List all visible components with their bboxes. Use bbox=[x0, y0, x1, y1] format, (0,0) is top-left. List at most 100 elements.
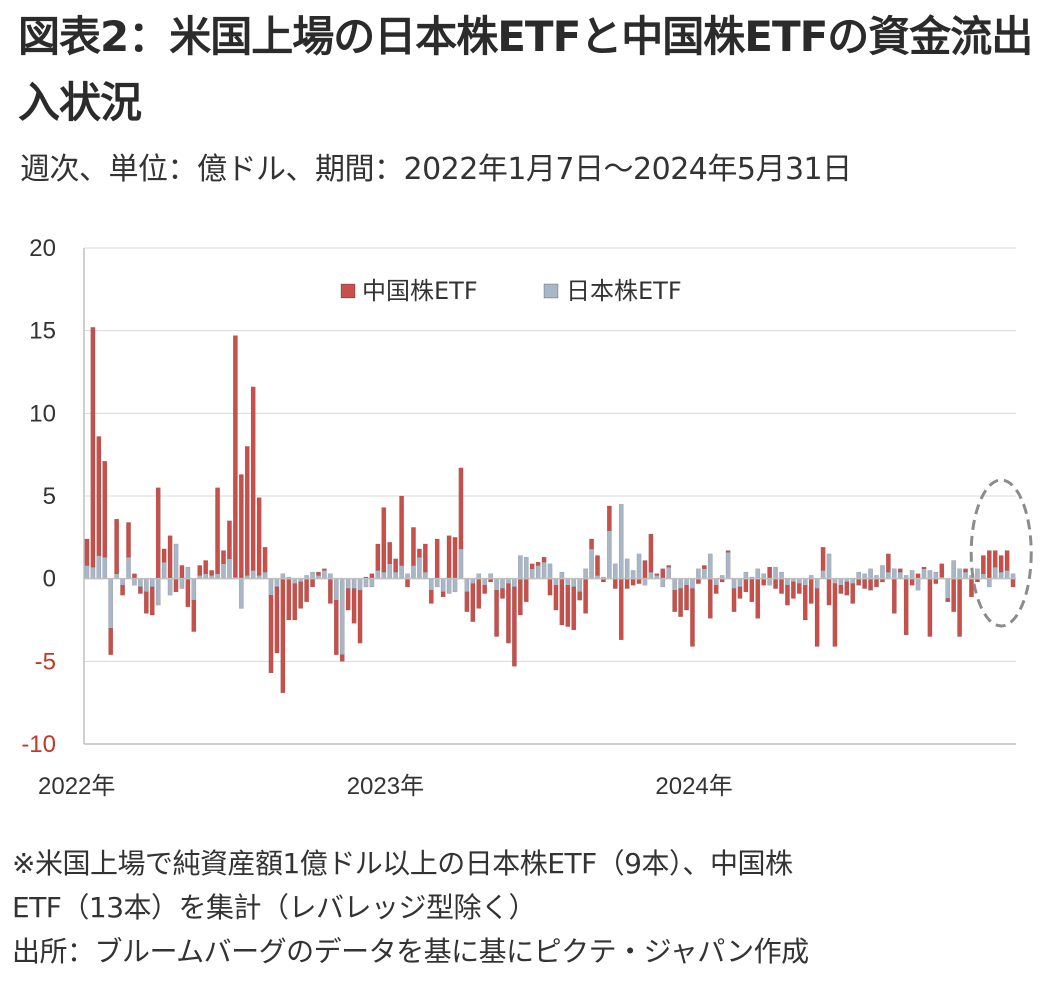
japan-bar bbox=[428, 578, 434, 591]
japan-bar bbox=[684, 578, 689, 586]
china-bar bbox=[583, 578, 588, 614]
china-bar bbox=[417, 548, 422, 558]
china-bar bbox=[393, 558, 398, 573]
japan-bar bbox=[565, 578, 571, 586]
china-bar bbox=[874, 578, 879, 588]
japan-bar bbox=[268, 578, 274, 596]
japan-bar bbox=[702, 568, 707, 579]
japan-bar bbox=[517, 555, 523, 579]
china-bar bbox=[280, 578, 286, 693]
china-bar bbox=[292, 583, 298, 621]
china-bar bbox=[446, 535, 452, 579]
japan-bar bbox=[672, 578, 678, 591]
japan-bar bbox=[986, 578, 992, 588]
japan-bar bbox=[915, 578, 921, 591]
china-bar bbox=[333, 599, 339, 655]
y-tick-label: -10 bbox=[21, 731, 56, 758]
china-bar bbox=[203, 560, 209, 574]
legend-label-china: 中国株ETF bbox=[362, 277, 478, 305]
china-bar bbox=[155, 487, 161, 579]
china-bar bbox=[755, 578, 761, 619]
china-bar bbox=[957, 578, 962, 637]
japan-bar bbox=[820, 570, 826, 579]
china-bar bbox=[244, 446, 250, 576]
china-bar bbox=[322, 568, 327, 571]
y-tick-label: 20 bbox=[29, 235, 56, 262]
china-bar bbox=[428, 590, 434, 604]
japan-bar bbox=[529, 568, 535, 579]
china-bar bbox=[779, 578, 784, 594]
china-bar bbox=[541, 556, 547, 563]
japan-bar bbox=[452, 578, 458, 593]
japan-bar bbox=[648, 571, 654, 579]
china-bar bbox=[802, 585, 808, 621]
china-bar bbox=[1004, 550, 1010, 571]
china-bar bbox=[345, 588, 351, 611]
japan-bar bbox=[909, 570, 915, 579]
japan-bar bbox=[381, 571, 387, 579]
china-bar bbox=[304, 578, 309, 603]
japan-bar bbox=[535, 565, 541, 579]
japan-bar bbox=[725, 552, 731, 579]
china-bar bbox=[411, 527, 416, 566]
china-bar bbox=[909, 578, 915, 586]
china-bar bbox=[357, 590, 363, 644]
china-bar bbox=[820, 547, 826, 571]
china-bar bbox=[577, 591, 583, 601]
china-bar bbox=[458, 467, 464, 550]
japan-bar bbox=[482, 578, 488, 586]
japan-bar bbox=[696, 568, 701, 579]
china-bar bbox=[707, 578, 713, 619]
japan-bar bbox=[417, 556, 422, 579]
y-tick-label: 5 bbox=[43, 483, 56, 510]
japan-bar bbox=[666, 566, 672, 579]
china-bar bbox=[886, 553, 891, 573]
japan-bar bbox=[660, 578, 666, 588]
japan-bar bbox=[868, 568, 873, 579]
japan-bar bbox=[155, 578, 161, 606]
china-bar bbox=[523, 578, 529, 603]
japan-bar bbox=[963, 571, 968, 579]
japan-bar bbox=[624, 558, 630, 579]
japan-bar bbox=[185, 566, 191, 579]
china-bar bbox=[791, 581, 796, 599]
chart-subtitle: 週次、単位：億ドル、期間：2022年1月7日～2024年5月31日 bbox=[20, 152, 852, 187]
japan-bar bbox=[149, 578, 155, 588]
japan-bar bbox=[583, 568, 588, 579]
x-tick-label: 2022年 bbox=[38, 773, 115, 800]
china-bar bbox=[749, 578, 755, 603]
japan-bar bbox=[138, 578, 143, 588]
china-bar bbox=[114, 518, 119, 574]
china-bar bbox=[387, 542, 393, 564]
china-bar bbox=[850, 583, 856, 604]
china-bar bbox=[702, 565, 707, 569]
china-bar bbox=[339, 654, 345, 662]
japan-bar bbox=[393, 571, 398, 579]
japan-bar bbox=[90, 566, 96, 579]
japan-bar bbox=[458, 548, 464, 579]
japan-bar bbox=[921, 568, 927, 579]
japan-bar bbox=[707, 553, 713, 579]
china-bar bbox=[310, 578, 315, 588]
china-bar bbox=[832, 583, 838, 647]
china-bar bbox=[612, 578, 618, 589]
china-bar bbox=[191, 599, 197, 632]
japan-bar bbox=[957, 568, 962, 579]
china-bar bbox=[535, 561, 541, 566]
japan-bar bbox=[274, 578, 280, 588]
japan-bar bbox=[731, 578, 737, 589]
china-bar bbox=[796, 583, 802, 594]
japan-bar bbox=[897, 571, 903, 579]
japan-bar bbox=[387, 563, 393, 579]
china-bar bbox=[476, 578, 482, 609]
y-tick-label: 0 bbox=[43, 566, 56, 593]
china-bar bbox=[126, 522, 131, 558]
china-bar bbox=[856, 578, 862, 586]
china-bar bbox=[761, 578, 767, 586]
japan-bar bbox=[434, 578, 440, 588]
china-bar bbox=[969, 578, 974, 598]
china-bar bbox=[844, 581, 850, 596]
china-bar bbox=[405, 578, 410, 588]
china-bar bbox=[785, 585, 790, 606]
japan-bar bbox=[992, 566, 998, 579]
